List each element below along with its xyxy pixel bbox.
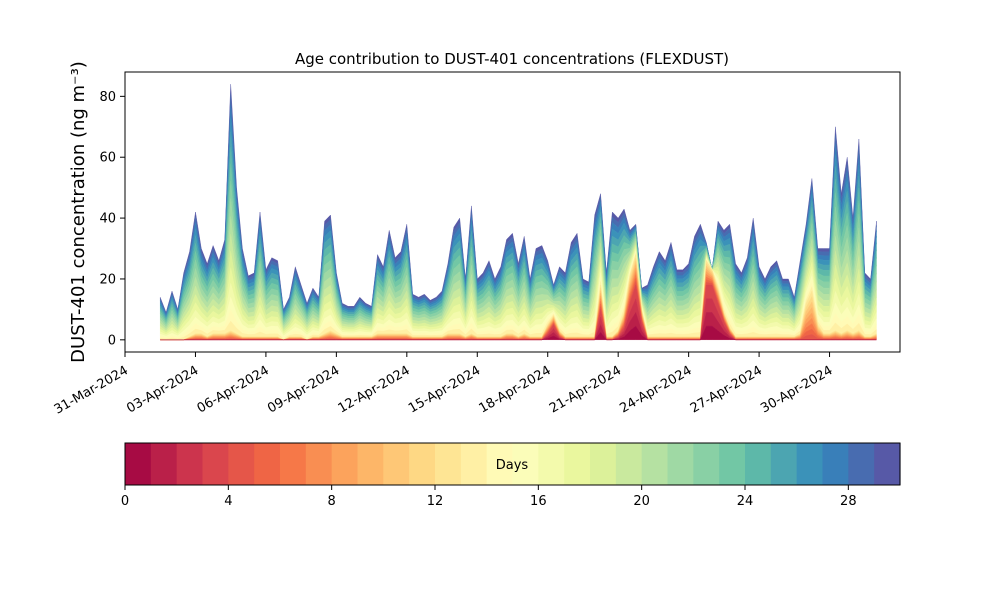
y-tick-label: 80 bbox=[99, 90, 116, 105]
colorbar-tick-label: 24 bbox=[737, 494, 754, 509]
colorbar-cell bbox=[305, 443, 333, 485]
colorbar-cell bbox=[409, 443, 436, 485]
y-tick-label: 60 bbox=[99, 151, 116, 166]
colorbar-cell bbox=[486, 443, 514, 485]
colorbar-cell bbox=[874, 443, 901, 485]
colorbar-cell bbox=[745, 443, 772, 485]
colorbar-tick-label: 0 bbox=[121, 494, 129, 509]
colorbar-cell bbox=[822, 443, 849, 485]
plot-frame bbox=[124, 71, 901, 353]
colorbar-cell bbox=[150, 443, 178, 485]
colorbar-cell bbox=[667, 443, 694, 485]
y-tick-label: 20 bbox=[99, 272, 116, 287]
colorbar-cell bbox=[228, 443, 255, 485]
colorbar-cell bbox=[590, 443, 617, 485]
colorbar-cell bbox=[383, 443, 410, 485]
y-axis-label: DUST-401 concentration (ng m⁻³) bbox=[68, 61, 89, 363]
y-axis-ticks: 0 20 40 60 80 bbox=[99, 90, 125, 348]
colorbar-tick-label: 28 bbox=[840, 494, 857, 509]
colorbar-cell bbox=[357, 443, 384, 485]
colorbar-cell bbox=[125, 443, 152, 485]
colorbar-cell bbox=[848, 443, 875, 485]
colorbar-cell bbox=[641, 443, 669, 485]
colorbar-cell bbox=[202, 443, 229, 485]
colorbar-cell bbox=[796, 443, 824, 485]
colorbar-label: Days bbox=[496, 458, 529, 473]
colorbar-cell bbox=[435, 443, 462, 485]
colorbar-cell bbox=[719, 443, 746, 485]
colorbar-tick-label: 8 bbox=[328, 494, 336, 509]
colorbar-cell bbox=[280, 443, 307, 485]
colorbar-cell bbox=[538, 443, 565, 485]
colorbar-cell bbox=[331, 443, 359, 485]
colorbar-cell bbox=[615, 443, 643, 485]
colorbar-cell bbox=[254, 443, 281, 485]
colorbar-tick-label: 16 bbox=[530, 494, 547, 509]
colorbar-cell bbox=[512, 443, 539, 485]
colorbar-ticks: 0 4 8 12 16 20 24 28 bbox=[121, 485, 857, 509]
colorbar-tick-label: 12 bbox=[427, 494, 444, 509]
colorbar-cell bbox=[693, 443, 720, 485]
y-tick-label: 0 bbox=[108, 333, 116, 348]
colorbar-cell bbox=[564, 443, 591, 485]
age-layer-day-0 bbox=[160, 325, 877, 340]
colorbar-cell bbox=[176, 443, 204, 485]
colorbar: 0 4 8 12 16 20 24 28 Days bbox=[121, 442, 901, 509]
colorbar-frame bbox=[124, 442, 901, 486]
chart-title: Age contribution to DUST-401 concentrati… bbox=[295, 50, 729, 68]
colorbar-cells bbox=[125, 443, 901, 485]
colorbar-tick-label: 20 bbox=[633, 494, 650, 509]
colorbar-cell bbox=[460, 443, 488, 485]
stacked-area-layers bbox=[160, 84, 877, 341]
colorbar-cell bbox=[770, 443, 798, 485]
colorbar-tick-label: 4 bbox=[224, 494, 232, 509]
y-tick-label: 40 bbox=[99, 212, 116, 227]
